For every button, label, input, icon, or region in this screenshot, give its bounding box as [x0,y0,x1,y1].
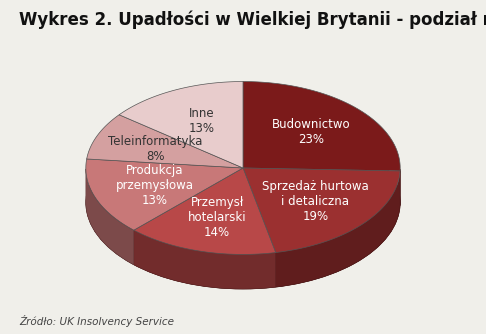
Polygon shape [86,159,243,230]
Text: Budownictwo
23%: Budownictwo 23% [272,118,350,146]
Text: Wykres 2. Upadłości w Wielkiej Brytanii - podział na branże: Wykres 2. Upadłości w Wielkiej Brytanii … [19,10,486,28]
Polygon shape [243,168,400,253]
Text: Inne
13%: Inne 13% [189,107,215,135]
Ellipse shape [86,116,400,289]
Polygon shape [119,81,243,168]
Text: Sprzedaż hurtowa
i detaliczna
19%: Sprzedaż hurtowa i detaliczna 19% [262,180,368,223]
Polygon shape [134,230,276,289]
Polygon shape [276,171,400,287]
Text: Teleinformatyka
8%: Teleinformatyka 8% [108,135,203,163]
Polygon shape [134,168,276,255]
Text: Produkcja
przemysłowa
13%: Produkcja przemysłowa 13% [115,164,193,207]
Polygon shape [86,169,134,265]
Polygon shape [243,81,400,171]
Polygon shape [87,115,243,168]
Text: Przemysł
hotelarski
14%: Przemysł hotelarski 14% [188,196,246,239]
Text: Źródło: UK Insolvency Service: Źródło: UK Insolvency Service [19,315,174,327]
